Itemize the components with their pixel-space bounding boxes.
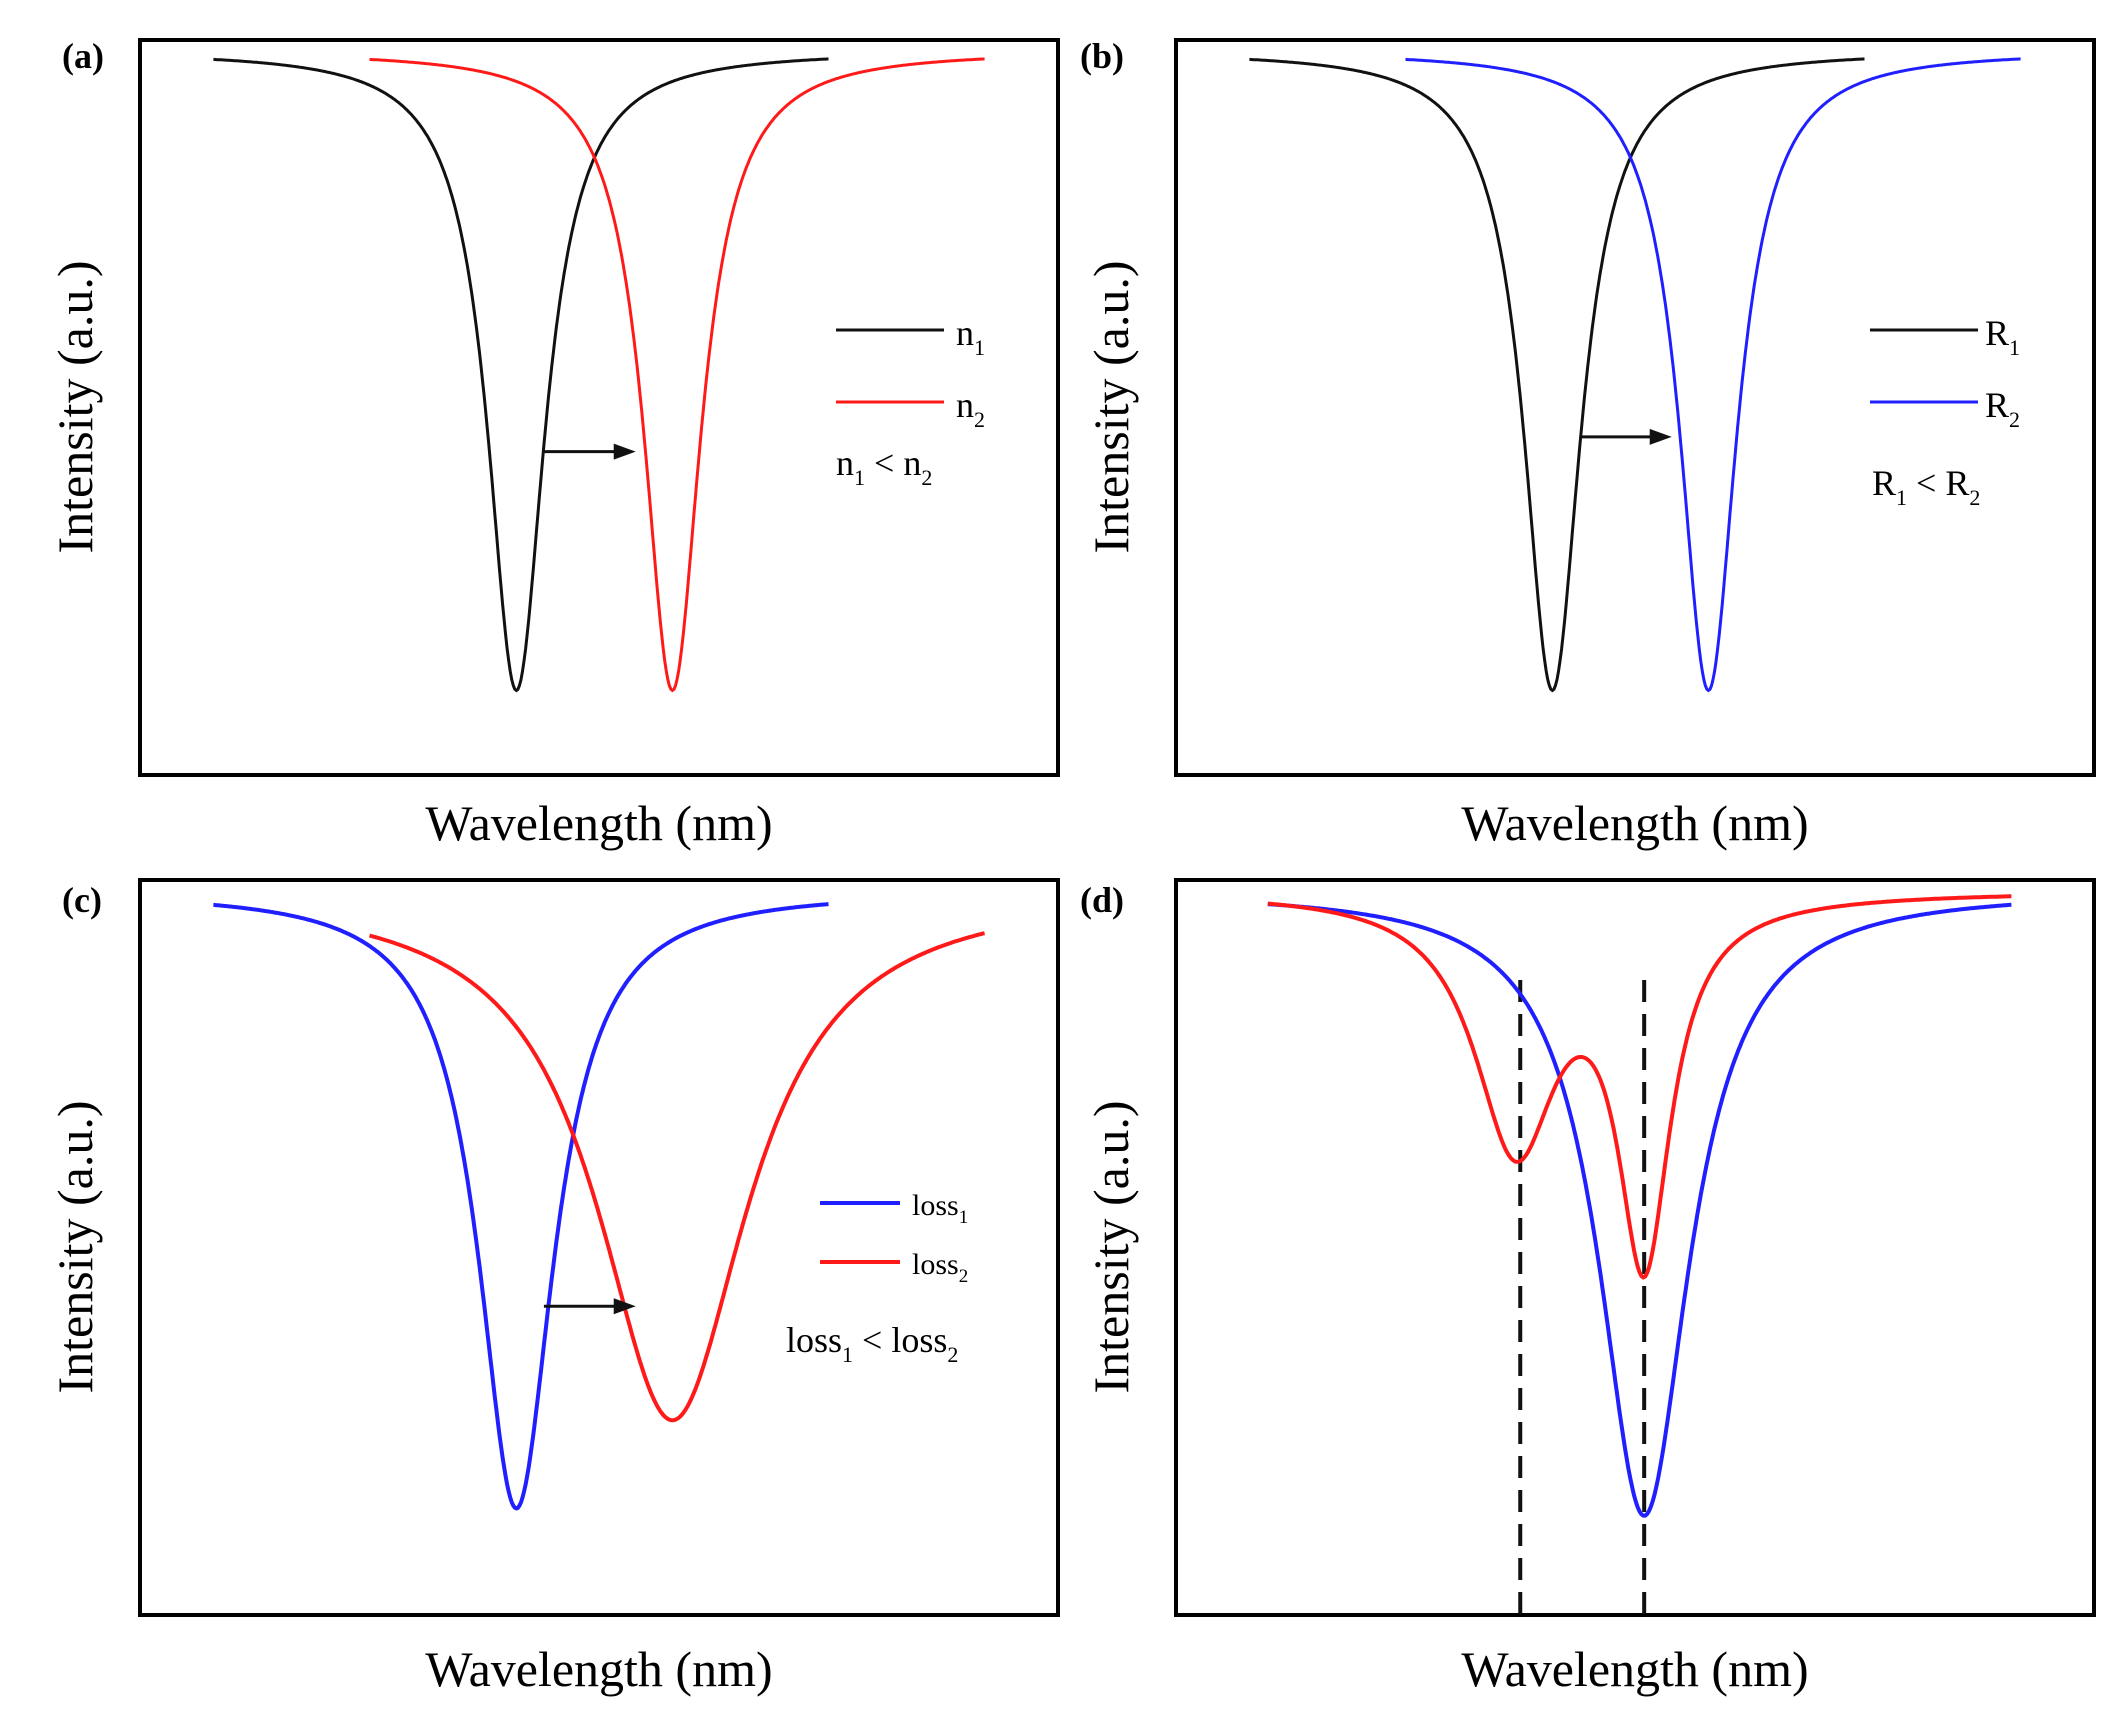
- y-axis-label-b: Intensity (a.u.): [1083, 261, 1139, 554]
- x-axis-label-b: Wavelength (nm): [1461, 795, 1808, 851]
- plot-frame-b: [1174, 38, 2096, 777]
- shift-arrowhead-b: [1649, 428, 1672, 445]
- series-line-loss1: [213, 902, 829, 1511]
- plot-frame-d: [1174, 878, 2096, 1617]
- vline-group-d: [1518, 980, 1647, 1615]
- panel-label-a: (a): [62, 36, 104, 76]
- plot-frame-a: [138, 38, 1060, 777]
- x-axis-label-d: Wavelength (nm): [1461, 1641, 1808, 1697]
- shift-arrowhead-a: [613, 443, 636, 460]
- legend-relation-a: n1 < n2: [836, 443, 932, 490]
- y-axis-label-d: Intensity (a.u.): [1083, 1101, 1139, 1394]
- series-line-split: [1267, 894, 2012, 1280]
- shift-arrowhead-c: [613, 1298, 636, 1315]
- legend-relation-c: loss1 < loss2: [786, 1320, 958, 1367]
- series-line-R1: [1249, 57, 1865, 693]
- panel-label-d: (d): [1080, 880, 1124, 920]
- legend-label-r1: R1: [1985, 313, 2020, 360]
- panel-c: (c) loss1 loss2 loss1 < loss2 Wavelength…: [47, 878, 1060, 1697]
- panel-d: (d) Wavelength (nm) Intensity (a.u.): [1080, 878, 2096, 1697]
- x-axis-label-a: Wavelength (nm): [425, 795, 772, 851]
- series-group-a: [213, 57, 985, 693]
- series-line-loss2: [368, 931, 985, 1423]
- legend-label-r2: R2: [1985, 385, 2020, 432]
- panel-a: (a) n1 n2 n1 < n2 Wavelength (nm) Intens…: [47, 36, 1060, 851]
- x-axis-label-c: Wavelength (nm): [425, 1641, 772, 1697]
- panel-label-c: (c): [62, 880, 102, 920]
- series-line-n2: [369, 57, 985, 693]
- series-line-single: [1267, 902, 2012, 1518]
- legend-label-n2: n2: [956, 385, 985, 432]
- legend-label-n1: n1: [956, 313, 985, 360]
- y-axis-label-c: Intensity (a.u.): [47, 1101, 103, 1394]
- series-group-b: [1249, 57, 2021, 693]
- series-group-d: [1267, 894, 2012, 1518]
- y-axis-label-a: Intensity (a.u.): [47, 261, 103, 554]
- legend-label-loss2: loss2: [912, 1248, 968, 1287]
- series-line-n1: [213, 57, 829, 693]
- panel-b: (b) R1 R2 R1 < R2 Wavelength (nm) Intens…: [1080, 36, 2096, 851]
- series-group-c: [213, 902, 985, 1511]
- series-line-R2: [1405, 57, 2021, 693]
- plot-frame-c: [138, 878, 1060, 1617]
- legend-label-loss1: loss1: [912, 1189, 968, 1228]
- legend-relation-b: R1 < R2: [1872, 463, 1980, 510]
- panel-label-b: (b): [1080, 36, 1124, 76]
